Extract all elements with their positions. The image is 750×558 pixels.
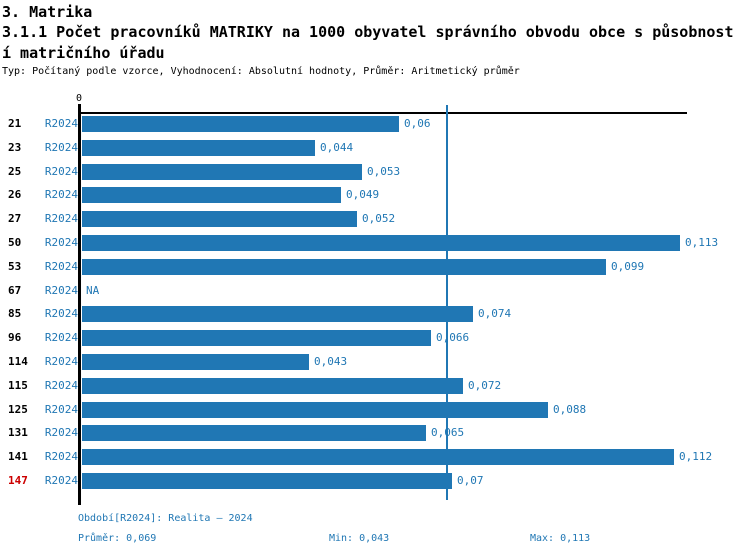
value-label: 0,088 [553, 403, 587, 416]
bar [82, 235, 680, 251]
period-label: R2024 [44, 450, 78, 463]
chart-subtitle-line2: í matričního úřadu [2, 44, 165, 62]
chart-row: 141 R2024 0,112 [0, 449, 750, 465]
chart-row: 23 R2024 0,044 [0, 140, 750, 156]
period-label: R2024 [44, 165, 78, 178]
value-label: 0,065 [431, 426, 465, 439]
category-label: 53 [8, 260, 22, 273]
period-label: R2024 [44, 212, 78, 225]
period-label: R2024 [44, 236, 78, 249]
value-label: 0,072 [468, 379, 502, 392]
value-label: 0,07 [457, 474, 484, 487]
footer-period: Období[R2024]: Realita – 2024 [78, 513, 253, 524]
axis-zero-tick-label: 0 [75, 93, 83, 104]
bar [82, 187, 341, 203]
na-value-label: NA [86, 284, 100, 297]
value-label: 0,049 [346, 188, 380, 201]
bar [82, 378, 463, 394]
chart-subtitle-line1: 3.1.1 Počet pracovníků MATRIKY na 1000 o… [2, 23, 734, 41]
bar [82, 306, 473, 322]
bar [82, 473, 452, 489]
period-label: R2024 [44, 260, 78, 273]
bar [82, 449, 674, 465]
period-label: R2024 [44, 141, 78, 154]
category-label: 125 [8, 403, 28, 416]
chart-row: 131 R2024 0,065 [0, 425, 750, 441]
category-label: 115 [8, 379, 28, 392]
bar [82, 116, 399, 132]
period-label: R2024 [44, 188, 78, 201]
chart-row: 50 R2024 0,113 [0, 235, 750, 251]
category-label: 114 [8, 355, 28, 368]
footer-min: Min: 0,043 [329, 533, 390, 544]
value-label: 0,066 [436, 331, 470, 344]
bar [82, 164, 362, 180]
category-label: 131 [8, 426, 28, 439]
category-label: 23 [8, 141, 22, 154]
chart-row: 67 R2024 NA [0, 283, 750, 299]
chart-meta-info: Typ: Počítaný podle vzorce, Vyhodnocení:… [2, 66, 520, 77]
category-label: 21 [8, 117, 22, 130]
value-label: 0,113 [685, 236, 719, 249]
category-label: 50 [8, 236, 22, 249]
bar [82, 354, 309, 370]
period-label: R2024 [44, 474, 78, 487]
category-label: 147 [8, 474, 28, 487]
category-label: 25 [8, 165, 22, 178]
category-label: 141 [8, 450, 28, 463]
category-label: 96 [8, 331, 22, 344]
bar [82, 259, 606, 275]
bar [82, 140, 315, 156]
category-label: 67 [8, 284, 22, 297]
value-label: 0,052 [362, 212, 396, 225]
average-line [446, 105, 448, 500]
category-label: 85 [8, 307, 22, 320]
period-label: R2024 [44, 355, 78, 368]
y-axis-line [78, 104, 81, 505]
chart-row: 25 R2024 0,053 [0, 164, 750, 180]
period-label: R2024 [44, 117, 78, 130]
chart-row: 21 R2024 0,06 [0, 116, 750, 132]
value-label: 0,099 [611, 260, 645, 273]
page-title: 3. Matrika [2, 3, 93, 21]
period-label: R2024 [44, 331, 78, 344]
chart-row: 114 R2024 0,043 [0, 354, 750, 370]
period-label: R2024 [44, 426, 78, 439]
x-axis-line [78, 112, 687, 114]
period-label: R2024 [44, 403, 78, 416]
value-label: 0,053 [367, 165, 401, 178]
chart-row: 85 R2024 0,074 [0, 306, 750, 322]
chart-row: 147 R2024 0,07 [0, 473, 750, 489]
period-label: R2024 [44, 284, 78, 297]
chart-row: 125 R2024 0,088 [0, 402, 750, 418]
chart-row: 115 R2024 0,072 [0, 378, 750, 394]
value-label: 0,043 [314, 355, 348, 368]
value-label: 0,06 [404, 117, 431, 130]
value-label: 0,112 [679, 450, 713, 463]
chart-row: 27 R2024 0,052 [0, 211, 750, 227]
bar [82, 402, 548, 418]
chart-row: 26 R2024 0,049 [0, 187, 750, 203]
period-label: R2024 [44, 379, 78, 392]
footer-max: Max: 0,113 [530, 533, 591, 544]
category-label: 27 [8, 212, 22, 225]
value-label: 0,074 [478, 307, 512, 320]
bar [82, 330, 431, 346]
period-label: R2024 [44, 307, 78, 320]
value-label: 0,044 [320, 141, 354, 154]
bar [82, 211, 357, 227]
chart-row: 53 R2024 0,099 [0, 259, 750, 275]
category-label: 26 [8, 188, 22, 201]
chart-row: 96 R2024 0,066 [0, 330, 750, 346]
bar [82, 425, 426, 441]
footer-average: Průměr: 0,069 [78, 533, 157, 544]
